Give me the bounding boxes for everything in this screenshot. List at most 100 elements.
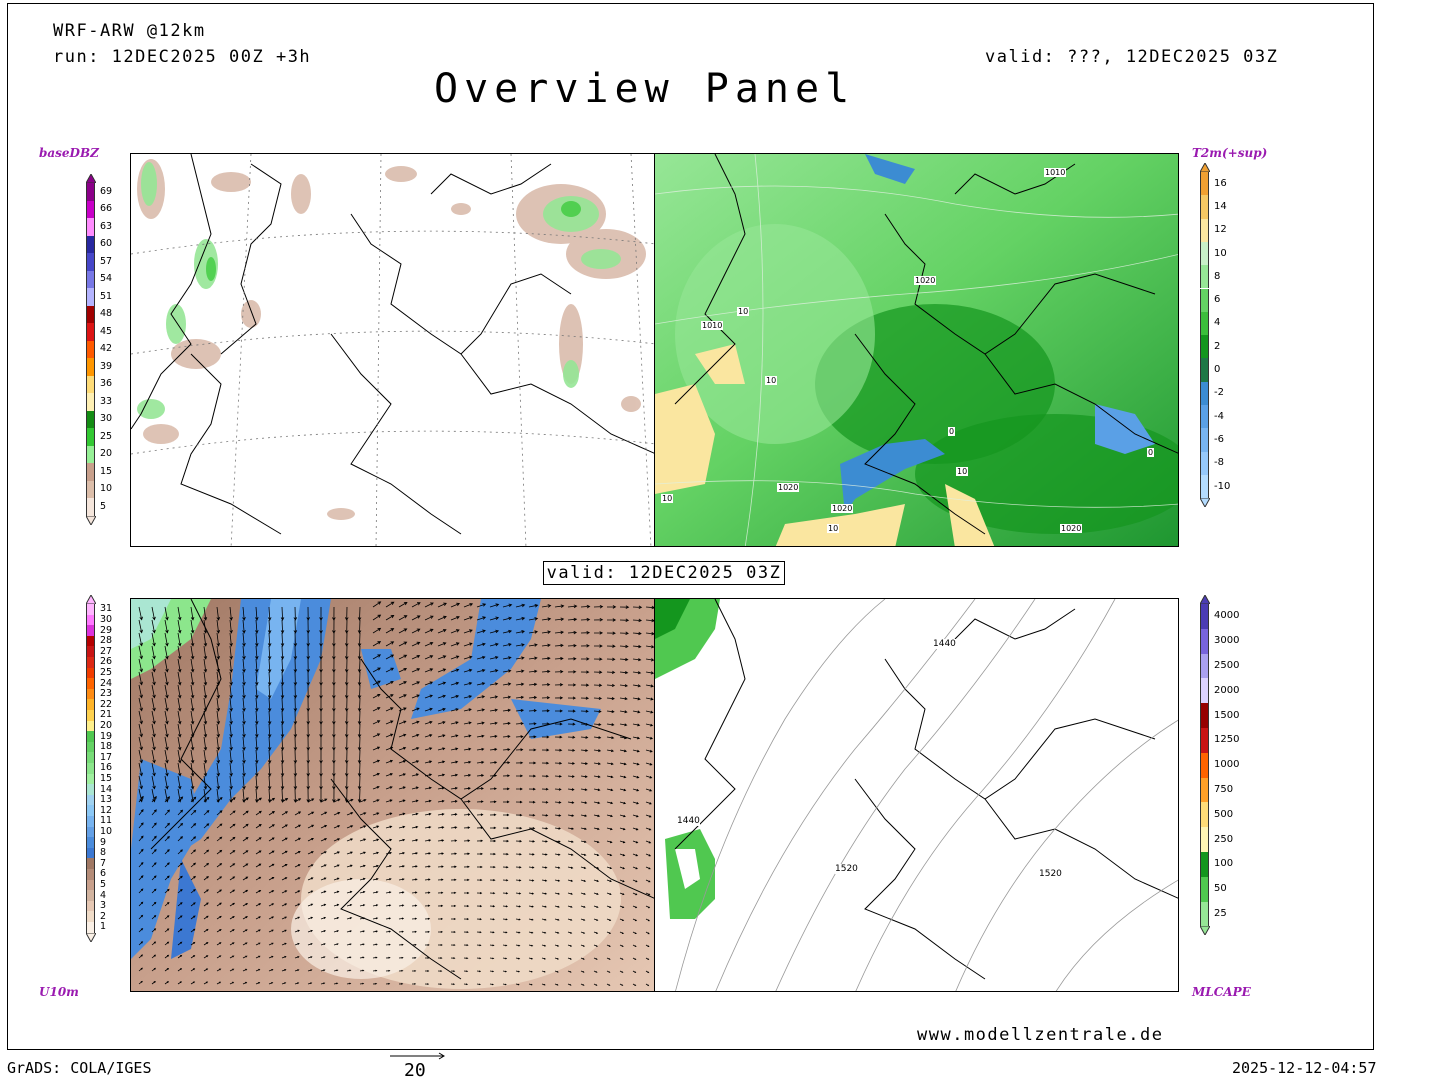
- legend-label: 12: [1214, 224, 1227, 236]
- field-label-mlcape: MLCAPE: [1192, 985, 1251, 999]
- legend-swatch: [86, 837, 95, 848]
- legend-swatch: [1200, 428, 1209, 452]
- legend-label: 9: [100, 836, 107, 848]
- legend-swatch: [86, 604, 95, 615]
- legend-swatch: [1200, 777, 1209, 803]
- legend-swatch: [1200, 288, 1209, 312]
- field-label-t2m: T2m(+sup): [1192, 146, 1268, 160]
- legend-label: -4: [1214, 410, 1224, 422]
- legend-label: 1: [100, 921, 107, 933]
- isobar-label: 1020: [1060, 524, 1083, 533]
- isobar-label: 1020: [777, 483, 800, 492]
- legend-label: 17: [100, 751, 113, 763]
- legend-swatch: [86, 428, 95, 446]
- legend-swatch: [86, 625, 95, 636]
- legend-swatch: [1200, 451, 1209, 475]
- legend-swatch: [1200, 195, 1209, 219]
- legend-swatch: [86, 741, 95, 753]
- legend-swatch: [1200, 703, 1209, 728]
- legend-swatch: [1200, 218, 1209, 242]
- isobar-label: 1020: [914, 276, 937, 285]
- isotherm-label: 10: [765, 376, 778, 385]
- legend-swatch: [86, 358, 95, 376]
- isotherm-label: 10: [661, 494, 674, 503]
- legend-swatch: [86, 445, 95, 463]
- legend-label: 250: [1214, 833, 1234, 845]
- legend-label: 31: [100, 603, 113, 615]
- legend-label: 13: [100, 794, 113, 806]
- wind-scale-arrow: [390, 1052, 446, 1060]
- legend-swatch: [86, 688, 95, 700]
- geopotential-label: 1520: [1039, 869, 1062, 879]
- field-label-u10m: U10m: [39, 985, 79, 999]
- center-valid-box: valid: 12DEC2025 03Z: [543, 561, 785, 585]
- legend-label: 25: [1214, 908, 1227, 919]
- legend-label: 5: [100, 878, 107, 890]
- legend-label: 20: [100, 719, 113, 731]
- legend-swatch: [86, 858, 95, 869]
- legend-label: 33: [100, 395, 113, 407]
- legend-label: 10: [1214, 247, 1227, 259]
- legend-label: 27: [100, 645, 113, 657]
- legend-label: 12: [100, 804, 113, 816]
- wind-map: [131, 599, 654, 991]
- legend-label: 54: [100, 273, 113, 285]
- legend-swatch: [86, 699, 95, 710]
- legend-swatch: [86, 657, 95, 668]
- timestamp: 2025-12-12-04:57: [1232, 1059, 1377, 1077]
- legend-swatch: [1200, 628, 1209, 654]
- isotherm-label: 10: [737, 307, 750, 316]
- legend-label: 48: [100, 308, 113, 320]
- legend-swatch: [86, 710, 95, 721]
- legend-swatch: [1200, 678, 1209, 704]
- legend-swatch: [1200, 604, 1209, 629]
- legend-label: -10: [1214, 480, 1231, 492]
- legend-label: 25: [100, 666, 113, 678]
- legend-swatch: [86, 805, 95, 816]
- temperature-map: [655, 154, 1178, 546]
- legend-label: 3000: [1214, 635, 1240, 647]
- legend-swatch: [86, 869, 95, 880]
- map-panel-u10m: [130, 598, 655, 992]
- legend-label: 1250: [1214, 734, 1240, 746]
- legend-swatch: [1200, 876, 1209, 902]
- legend-label: 30: [100, 613, 113, 625]
- legend-label: 2500: [1214, 660, 1240, 671]
- legend-label: 6: [100, 868, 107, 880]
- legend-swatch: [86, 794, 95, 806]
- legend-swatch: [86, 323, 95, 341]
- legend-label: 57: [100, 255, 113, 267]
- legend-swatch: [86, 667, 95, 679]
- legend-swatch: [1200, 827, 1209, 852]
- legend-swatch: [86, 784, 95, 795]
- legend-label: 21: [100, 709, 113, 721]
- legend-label: 15: [100, 465, 113, 477]
- model-label: WRF-ARW @12km: [53, 21, 206, 41]
- page-title: Overview Panel: [434, 66, 856, 112]
- legend-label: 14: [1214, 200, 1227, 212]
- legend-swatch: [1200, 311, 1209, 336]
- wind-scale-label: 20: [404, 1060, 426, 1081]
- legend-label: 8: [1214, 270, 1221, 282]
- legend-label: 22: [100, 698, 113, 710]
- map-panel-basedbz: [130, 153, 655, 547]
- legend-swatch: [86, 614, 95, 626]
- isotherm-label: 10: [956, 467, 969, 476]
- legend-label: 50: [1214, 883, 1227, 895]
- legend-swatch: [86, 183, 95, 201]
- legend-label: 36: [100, 378, 113, 390]
- legend-label: -6: [1214, 433, 1224, 445]
- legend-label: 29: [100, 624, 113, 636]
- legend-swatch: [86, 773, 95, 785]
- plot-frame: [7, 3, 1374, 1050]
- legend-label: 10: [100, 483, 113, 495]
- legend-label: 19: [100, 730, 113, 742]
- legend-label: 18: [100, 741, 113, 753]
- legend-label: 4: [1214, 317, 1221, 329]
- legend-swatch: [86, 890, 95, 901]
- legend-label: 42: [100, 343, 113, 355]
- legend-swatch: [86, 816, 95, 827]
- legend-label: 39: [100, 360, 113, 372]
- legend-swatch: [1200, 852, 1209, 877]
- legend-label: 16: [1214, 177, 1227, 189]
